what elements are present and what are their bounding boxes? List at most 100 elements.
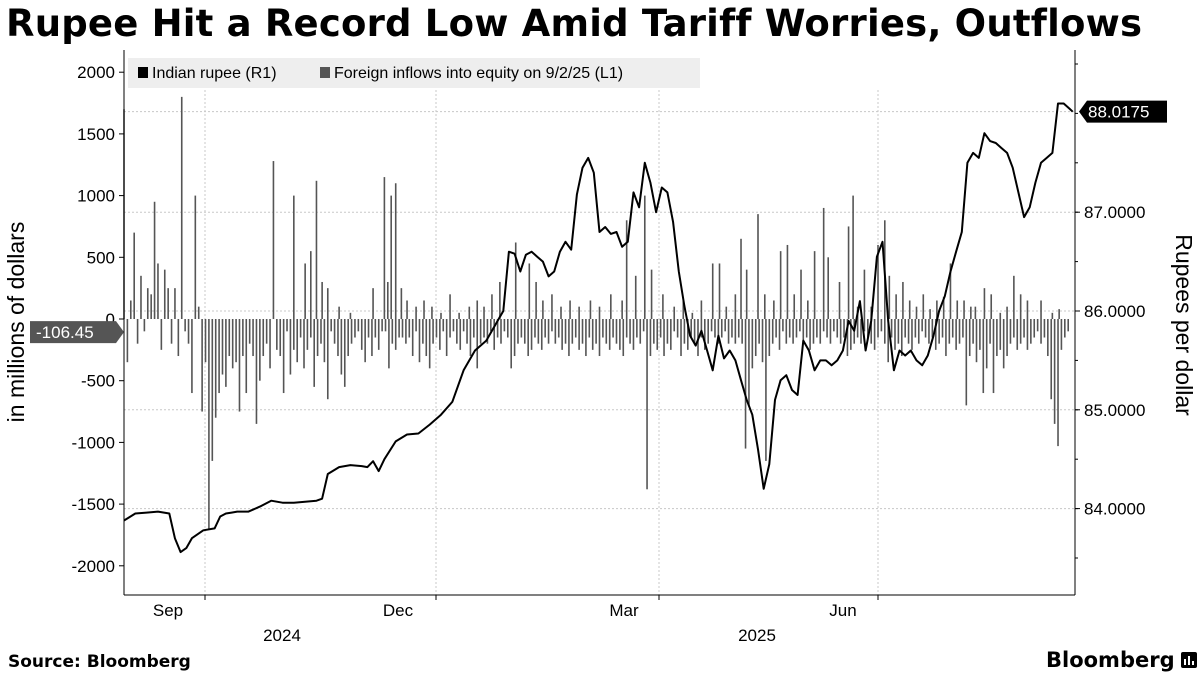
- inflow-bar: [442, 319, 445, 332]
- inflow-bar: [956, 300, 959, 319]
- inflow-bar: [690, 319, 693, 338]
- inflow-bar: [621, 300, 623, 319]
- inflow-bar: [1058, 309, 1060, 319]
- inflow-bar: [836, 319, 839, 338]
- inflow-bar: [589, 300, 592, 319]
- inflow-bar: [650, 269, 653, 319]
- inflow-bar: [208, 319, 210, 529]
- inflow-bar: [218, 319, 220, 394]
- brand-name: Bloomberg: [1046, 648, 1175, 672]
- rupee-line: [123, 102, 1074, 554]
- inflow-bar: [449, 319, 451, 338]
- inflow-bar: [535, 281, 537, 319]
- inflow-bar: [415, 319, 417, 332]
- inflow-bar: [720, 319, 723, 338]
- inflow-bar: [792, 319, 794, 344]
- inflow-bar: [1040, 319, 1042, 344]
- inflow-bar: [483, 306, 485, 319]
- inflow-bar: [383, 177, 386, 319]
- inflow-bar: [703, 319, 706, 350]
- inflow-bar: [757, 214, 759, 319]
- inflow-bar: [812, 319, 815, 344]
- inflow-bar: [357, 319, 360, 332]
- inflow-bar: [768, 319, 771, 357]
- inflow-bar: [459, 319, 462, 350]
- inflow-bar: [782, 319, 784, 332]
- inflow-bar: [619, 319, 621, 350]
- x-tick-label: Dec: [383, 601, 414, 620]
- inflow-bar: [1019, 319, 1022, 344]
- inflow-bar: [983, 288, 986, 319]
- inflow-bar: [963, 300, 965, 319]
- inflow-bar: [826, 319, 828, 338]
- inflow-bar: [924, 319, 927, 338]
- x-year-label: 2024: [263, 626, 301, 645]
- inflow-bar: [982, 319, 985, 394]
- inflow-bar: [330, 319, 332, 332]
- inflow-bar: [174, 288, 176, 319]
- inflow-bar: [625, 319, 628, 338]
- inflow-bar: [598, 319, 601, 357]
- inflow-bar: [1036, 319, 1039, 332]
- inflow-bar: [371, 319, 373, 357]
- inflow-bar: [242, 319, 244, 357]
- left-tick-label: 2000: [77, 63, 115, 82]
- inflow-bar: [843, 319, 845, 338]
- inflow-bar: [530, 319, 533, 350]
- inflow-bar: [528, 263, 531, 319]
- bars-series: [123, 96, 1070, 529]
- inflow-bar: [802, 319, 805, 344]
- inflow-bar: [422, 319, 424, 344]
- inflow-bar: [598, 306, 601, 319]
- inflow-bar: [204, 319, 207, 363]
- inflow-bar: [405, 319, 407, 344]
- inflow-bar: [500, 319, 502, 344]
- right-tick-label: 86.0000: [1084, 302, 1145, 321]
- inflow-bar: [452, 319, 455, 332]
- inflow-bar: [734, 319, 737, 344]
- line-series: [123, 102, 1074, 554]
- inflow-bar: [771, 319, 774, 344]
- inflow-bar: [1067, 319, 1070, 332]
- tag-shape: [30, 321, 124, 344]
- inflow-bar: [975, 319, 978, 363]
- left-tick-label: -1000: [72, 433, 115, 452]
- inflow-bar: [537, 319, 540, 344]
- inflow-bar: [326, 319, 329, 400]
- inflow-bar: [569, 300, 571, 319]
- inflow-bar: [473, 319, 475, 338]
- inflow-bar: [468, 306, 471, 319]
- inflow-bar: [873, 319, 876, 350]
- inflow-bar: [761, 319, 764, 363]
- inflow-bar: [510, 319, 512, 369]
- inflow-bar: [676, 319, 679, 338]
- inflow-bar: [1053, 319, 1056, 424]
- inflow-bar: [897, 319, 900, 344]
- inflow-bar: [751, 319, 754, 369]
- inflow-bar: [248, 319, 251, 344]
- inflow-bar: [299, 319, 302, 338]
- inflow-bar: [456, 319, 458, 344]
- inflow-bar: [653, 319, 655, 344]
- inflow-bar: [737, 319, 740, 338]
- inflow-bar: [350, 319, 353, 344]
- inflow-bar: [680, 319, 682, 357]
- inflow-bar: [157, 263, 159, 319]
- left-tick-label: 500: [87, 248, 115, 267]
- inflow-bar: [514, 242, 517, 319]
- inflow-bar: [321, 281, 323, 319]
- inflow-bar: [126, 319, 129, 363]
- inflow-bar: [795, 319, 798, 338]
- inflow-bar: [557, 319, 560, 338]
- inflow-bar: [813, 251, 816, 319]
- right-tick-label: 84.0000: [1084, 500, 1145, 519]
- inflow-bar: [136, 319, 139, 344]
- inflow-bar: [184, 319, 186, 332]
- inflow-bar: [773, 300, 775, 319]
- inflow-bar: [643, 195, 646, 319]
- inflow-bar: [343, 319, 346, 387]
- inflow-bar: [296, 319, 299, 363]
- inflow-bar: [517, 319, 519, 344]
- left-tick-label: 1500: [77, 125, 115, 144]
- inflow-bar: [211, 319, 214, 461]
